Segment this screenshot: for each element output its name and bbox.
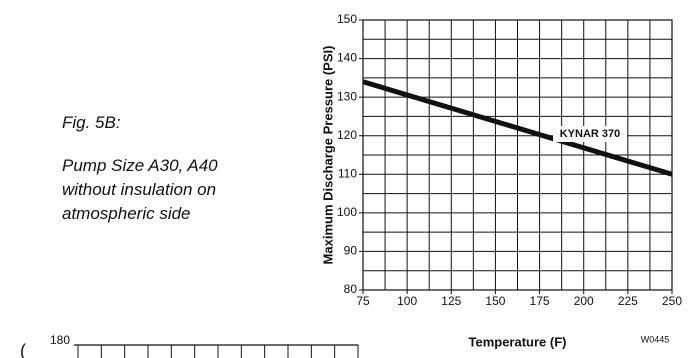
y-tick-label: 120 [337, 128, 357, 142]
plot-frame [362, 19, 673, 291]
x-tick-label: 200 [574, 294, 594, 308]
x-tick-label: 125 [441, 294, 461, 308]
y-tick-label: 150 [337, 12, 357, 26]
figure-code: W0445 [641, 334, 670, 344]
data-line [362, 79, 673, 177]
figure-label: Fig. 5B: [62, 113, 121, 132]
x-axis-label: Temperature (F) [469, 334, 567, 349]
x-tick-label: 175 [530, 294, 550, 308]
y-tick-label: 110 [338, 166, 357, 180]
y-tick-label: 140 [337, 51, 357, 65]
y-tick-label: 130 [337, 89, 357, 103]
x-tick-label: 250 [662, 294, 682, 308]
y-tick-label: 180 [50, 333, 70, 347]
caption-line: without insulation on [62, 180, 216, 199]
y-axis-label: Maximum Discharge Pressure (PSI) [320, 46, 335, 265]
series-label-bg [553, 126, 627, 142]
x-tick-label: 225 [618, 294, 638, 308]
x-tick-label: 150 [485, 294, 505, 308]
caption-line: Pump Size A30, A40 [62, 156, 218, 175]
partial-glyph: ( [20, 341, 26, 358]
x-tick-label: 100 [397, 294, 417, 308]
y-tick-label: 100 [337, 205, 357, 219]
x-tick-label: 75 [356, 294, 370, 308]
series-label: KYNAR 370 [560, 128, 621, 140]
y-tick-label: 80 [344, 282, 358, 296]
y-tick-label: 90 [344, 244, 358, 258]
caption-line: atmospheric side [62, 204, 191, 223]
